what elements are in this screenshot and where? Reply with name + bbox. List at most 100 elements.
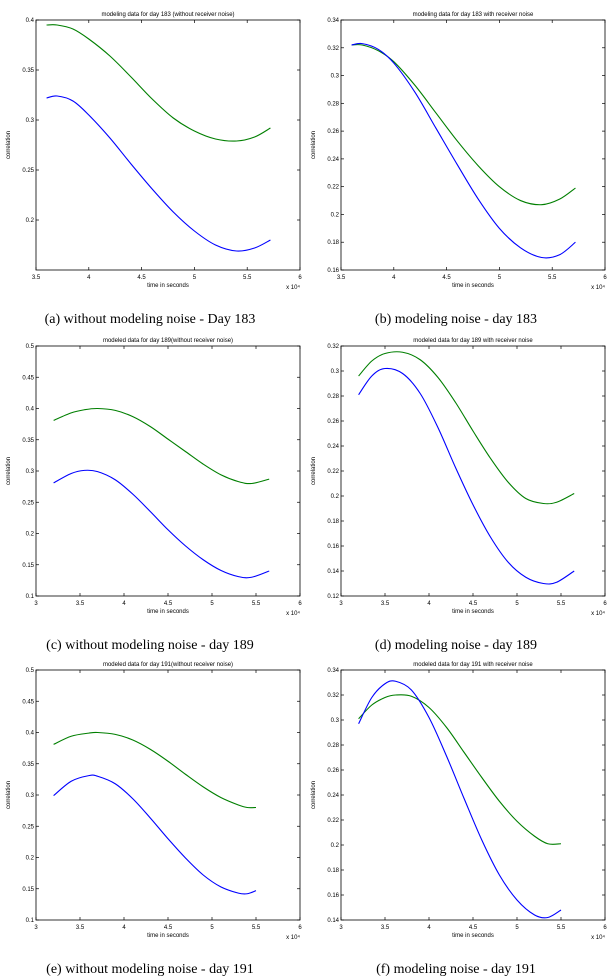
y-tick-label: 0.16	[327, 893, 339, 899]
series-line-1	[53, 469, 270, 579]
x-tick-label: 5.5	[548, 275, 557, 281]
chart-title: modeled data for day 189 with receiver n…	[413, 338, 533, 344]
y-tick-label: 0.5	[26, 668, 35, 674]
y-tick-label: 0.22	[327, 185, 339, 191]
x-axis-label: time in seconds	[147, 283, 189, 289]
y-tick-label: 0.24	[327, 793, 339, 799]
y-axis-label: correlation	[6, 131, 12, 159]
x-tick-label: 3.5	[381, 601, 390, 607]
y-axis-label: correlation	[311, 781, 317, 809]
plot-frame	[35, 669, 301, 921]
y-tick-label: 0.28	[327, 101, 339, 107]
x-axis-multiplier: x 10⁴	[591, 610, 605, 617]
series-line-0	[46, 24, 271, 142]
y-tick-label: 0.15	[22, 887, 34, 893]
x-tick-label: 5.5	[252, 601, 261, 607]
y-axis-label: correlation	[6, 781, 12, 809]
x-axis-label: time in seconds	[452, 609, 494, 615]
x-tick-label: 4.5	[164, 925, 173, 931]
x-tick-label: 6	[298, 601, 302, 607]
y-tick-label: 0.34	[327, 18, 339, 24]
x-tick-label: 6	[298, 275, 302, 281]
chart-5: 3 3.5 4 4.5 5 5.5 6 0.14 0.16 0.18 0.2 0.22 0.24 0.26…	[311, 662, 607, 941]
plot-frame	[35, 345, 301, 597]
series-line-1	[351, 42, 576, 259]
x-tick-label: 4	[392, 275, 396, 281]
x-tick-label: 3.5	[76, 925, 85, 931]
x-axis-label: time in seconds	[452, 283, 494, 289]
y-tick-label: 0.2	[26, 532, 35, 538]
y-tick-label: 0.16	[327, 544, 339, 550]
series-line-0	[358, 694, 562, 845]
x-tick-label: 5.5	[243, 275, 252, 281]
y-axis-label: correlation	[311, 457, 317, 485]
y-tick-label: 0.25	[22, 824, 34, 830]
y-tick-label: 0.35	[22, 762, 34, 768]
x-tick-label: 5	[193, 275, 197, 281]
y-tick-label: 0.26	[327, 768, 339, 774]
y-tick-label: 0.3	[26, 469, 35, 475]
x-tick-label: 4	[427, 601, 431, 607]
x-tick-label: 3.5	[32, 275, 41, 281]
y-tick-label: 0.12	[327, 594, 339, 600]
y-tick-label: 0.28	[327, 394, 339, 400]
chart-title: modeled data for day 191 with receiver n…	[413, 662, 533, 668]
series-line-0	[351, 44, 576, 206]
y-tick-label: 0.22	[327, 469, 339, 475]
y-tick-label: 0.18	[327, 868, 339, 874]
chart-3: 3 3.5 4 4.5 5 5.5 6 0.12 0.14 0.16 0.18 0.2 0.22 0.24…	[311, 338, 607, 617]
series-line-1	[358, 367, 575, 585]
plot-frame	[340, 19, 606, 271]
x-tick-label: 5	[210, 925, 214, 931]
x-axis-multiplier: x 10⁴	[286, 610, 300, 617]
x-axis-multiplier: x 10⁴	[591, 934, 605, 941]
y-tick-label: 0.2	[26, 856, 35, 862]
x-tick-label: 3	[339, 925, 343, 931]
y-tick-label: 0.14	[327, 918, 339, 924]
y-tick-label: 0.3	[26, 118, 35, 124]
y-tick-label: 0.1	[26, 918, 35, 924]
chart-title: modeling data for day 183 with receiver …	[413, 12, 534, 18]
y-axis-label: correlation	[6, 457, 12, 485]
series-line-1	[53, 774, 257, 895]
plot-frame	[35, 19, 301, 271]
x-tick-label: 5	[515, 925, 519, 931]
y-tick-label: 0.45	[22, 375, 34, 381]
x-tick-label: 4.5	[469, 601, 478, 607]
caption-e: (e) without modeling noise - day 191	[46, 962, 254, 977]
series-line-0	[358, 351, 575, 505]
x-tick-label: 3.5	[337, 275, 346, 281]
caption-b: (b) modeling noise - day 183	[374, 312, 538, 327]
y-tick-label: 0.24	[327, 444, 339, 450]
chart-title: modeled data for day 191(without receive…	[103, 662, 233, 668]
x-tick-label: 6	[298, 925, 302, 931]
y-tick-label: 0.3	[331, 369, 340, 375]
x-tick-label: 4	[122, 925, 126, 931]
series-line-1	[46, 95, 271, 252]
y-tick-label: 0.3	[331, 718, 340, 724]
y-tick-label: 0.14	[327, 569, 339, 575]
y-tick-label: 0.1	[26, 594, 35, 600]
y-tick-label: 0.34	[327, 668, 339, 674]
y-tick-label: 0.25	[22, 168, 34, 174]
x-tick-label: 3	[339, 601, 343, 607]
chart-title: modeling data for day 183 (without recei…	[101, 12, 234, 18]
x-axis-label: time in seconds	[147, 609, 189, 615]
chart-0: 3.5 4 4.5 5 5.5 6 0.2 0.25 0.3 0.35 0.4 modeling da…	[6, 12, 302, 291]
x-tick-label: 4	[122, 601, 126, 607]
x-tick-label: 6	[603, 275, 607, 281]
y-tick-label: 0.45	[22, 699, 34, 705]
y-tick-label: 0.26	[327, 419, 339, 425]
y-tick-label: 0.22	[327, 818, 339, 824]
x-tick-label: 5	[210, 601, 214, 607]
x-tick-label: 5.5	[557, 601, 566, 607]
x-tick-label: 4	[87, 275, 91, 281]
x-tick-label: 5.5	[557, 925, 566, 931]
y-tick-label: 0.32	[327, 46, 339, 52]
x-axis-multiplier: x 10⁴	[286, 284, 300, 291]
x-axis-multiplier: x 10⁴	[591, 284, 605, 291]
y-tick-label: 0.4	[26, 407, 35, 413]
plot-frame	[340, 669, 606, 921]
y-tick-label: 0.5	[26, 344, 35, 350]
